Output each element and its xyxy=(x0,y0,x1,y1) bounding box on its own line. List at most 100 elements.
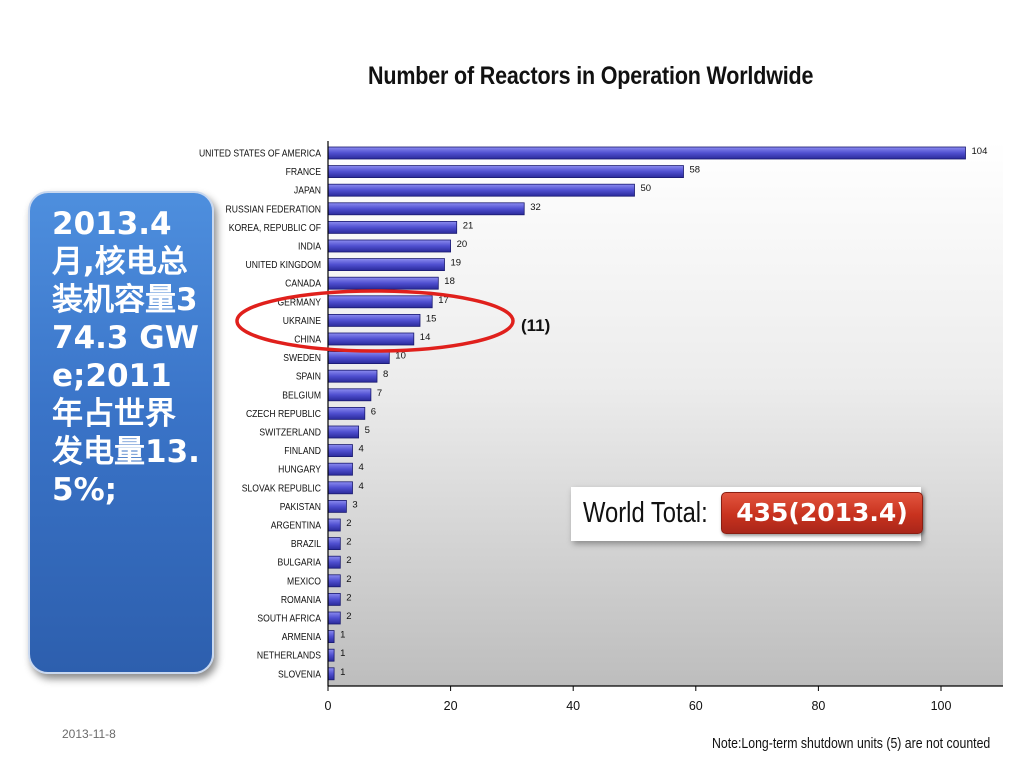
bar-canada xyxy=(327,276,439,290)
category-label: ARMENIA xyxy=(282,631,322,643)
category-label: FRANCE xyxy=(286,166,321,178)
bar-france xyxy=(327,165,684,179)
bar-romania xyxy=(327,593,341,606)
bar-finland xyxy=(327,444,353,458)
category-label: BULGARIA xyxy=(277,557,321,569)
category-label: NETHERLANDS xyxy=(257,650,321,662)
value-label: 4 xyxy=(359,481,364,492)
category-label: UNITED KINGDOM xyxy=(245,259,321,271)
category-label: BELGIUM xyxy=(282,390,321,402)
category-label: BRAZIL xyxy=(291,538,322,550)
bar-slovenia xyxy=(327,667,335,681)
category-label: CZECH REPUBLIC xyxy=(246,408,321,420)
category-label: HUNGARY xyxy=(278,464,321,476)
world-total-box: World Total: 435(2013.4) xyxy=(571,487,923,541)
value-label: 4 xyxy=(359,444,364,455)
value-label: 1 xyxy=(340,630,345,641)
x-tick-label: 60 xyxy=(689,699,703,713)
category-label: SWEDEN xyxy=(283,352,321,364)
value-label: 2 xyxy=(346,518,351,529)
bar-germany xyxy=(327,295,433,309)
bar-russian-federation xyxy=(327,202,525,216)
category-label: FINLAND xyxy=(284,445,321,457)
category-label: SOUTH AFRICA xyxy=(257,613,321,625)
bar-armenia xyxy=(327,630,335,643)
category-label: JAPAN xyxy=(294,185,321,197)
category-label: SWITZERLAND xyxy=(259,427,321,439)
bar-netherlands xyxy=(327,648,335,662)
value-label: 2 xyxy=(346,555,351,566)
bar-india xyxy=(327,239,451,253)
x-tick-label: 40 xyxy=(566,699,580,713)
value-label: 2 xyxy=(346,592,351,603)
category-label: SLOVENIA xyxy=(278,669,322,681)
value-label: 50 xyxy=(641,183,652,194)
category-label: KOREA, REPUBLIC OF xyxy=(229,222,321,234)
value-label: 10 xyxy=(395,351,406,362)
annotation-label: (11) xyxy=(521,316,551,335)
bar-belgium xyxy=(327,388,372,402)
world-total-label: World Total: xyxy=(583,497,708,529)
value-label: 1 xyxy=(340,648,345,659)
value-label: 104 xyxy=(972,146,988,157)
chart-title: Number of Reactors in Operation Worldwid… xyxy=(368,62,814,90)
bar-spain xyxy=(327,369,378,383)
bar-korea-republic-of xyxy=(327,220,458,234)
category-label: RUSSIAN FEDERATION xyxy=(226,204,322,216)
side-info-panel: 2013.4月,核电总装机容量374.3 GWe;2011年占世界发电量13.5… xyxy=(28,191,214,674)
x-tick-label: 100 xyxy=(931,699,952,713)
value-label: 7 xyxy=(377,388,382,399)
value-label: 15 xyxy=(426,313,437,324)
category-label: ARGENTINA xyxy=(271,520,322,532)
footer-note: Note:Long-term shutdown units (5) are no… xyxy=(712,735,991,752)
bar-united-states-of-america xyxy=(327,146,966,160)
footer-date: 2013-11-8 xyxy=(62,727,116,741)
value-label: 21 xyxy=(463,220,474,231)
bar-ukraine xyxy=(327,313,421,327)
bar-mexico xyxy=(327,574,341,588)
bar-argentina xyxy=(327,518,341,532)
value-label: 6 xyxy=(371,406,376,417)
value-label: 17 xyxy=(438,295,449,306)
value-label: 18 xyxy=(444,276,455,287)
bar-south-africa xyxy=(327,611,341,625)
value-label: 3 xyxy=(352,499,357,510)
bar-sweden xyxy=(327,351,390,365)
value-label: 20 xyxy=(457,239,468,250)
x-tick-label: 80 xyxy=(811,699,825,713)
value-label: 2 xyxy=(346,574,351,585)
value-label: 19 xyxy=(451,258,462,269)
bar-brazil xyxy=(327,537,341,550)
category-label: PAKISTAN xyxy=(280,501,321,513)
bar-japan xyxy=(327,183,635,197)
value-label: 58 xyxy=(690,165,701,176)
category-label: UKRAINE xyxy=(283,315,321,327)
bar-china xyxy=(327,332,415,346)
value-label: 2 xyxy=(346,611,351,622)
category-label: SPAIN xyxy=(296,371,321,383)
bar-czech-republic xyxy=(327,406,366,420)
value-label: 32 xyxy=(530,202,541,213)
bar-pakistan xyxy=(327,499,347,513)
category-label: UNITED STATES OF AMERICA xyxy=(199,148,322,160)
value-label: 5 xyxy=(365,425,370,436)
category-label: CANADA xyxy=(285,278,321,290)
side-info-text: 2013.4月,核电总装机容量374.3 GWe;2011年占世界发电量13.5… xyxy=(52,206,200,508)
value-label: 4 xyxy=(359,462,364,473)
category-label: CHINA xyxy=(294,334,321,346)
bar-bulgaria xyxy=(327,555,341,569)
category-label: MEXICO xyxy=(287,576,321,588)
x-tick-label: 20 xyxy=(444,699,458,713)
value-label: 2 xyxy=(346,537,351,548)
category-label: SLOVAK REPUBLIC xyxy=(242,483,321,495)
bar-slovak-republic xyxy=(327,481,353,495)
category-label: ROMANIA xyxy=(281,594,322,606)
bar-switzerland xyxy=(327,425,360,439)
bar-united-kingdom xyxy=(327,258,445,272)
category-label: GERMANY xyxy=(277,297,321,309)
value-label: 14 xyxy=(420,332,431,343)
world-total-value: 435(2013.4) xyxy=(721,492,923,534)
value-label: 1 xyxy=(340,667,345,678)
x-tick-label: 0 xyxy=(325,699,332,713)
